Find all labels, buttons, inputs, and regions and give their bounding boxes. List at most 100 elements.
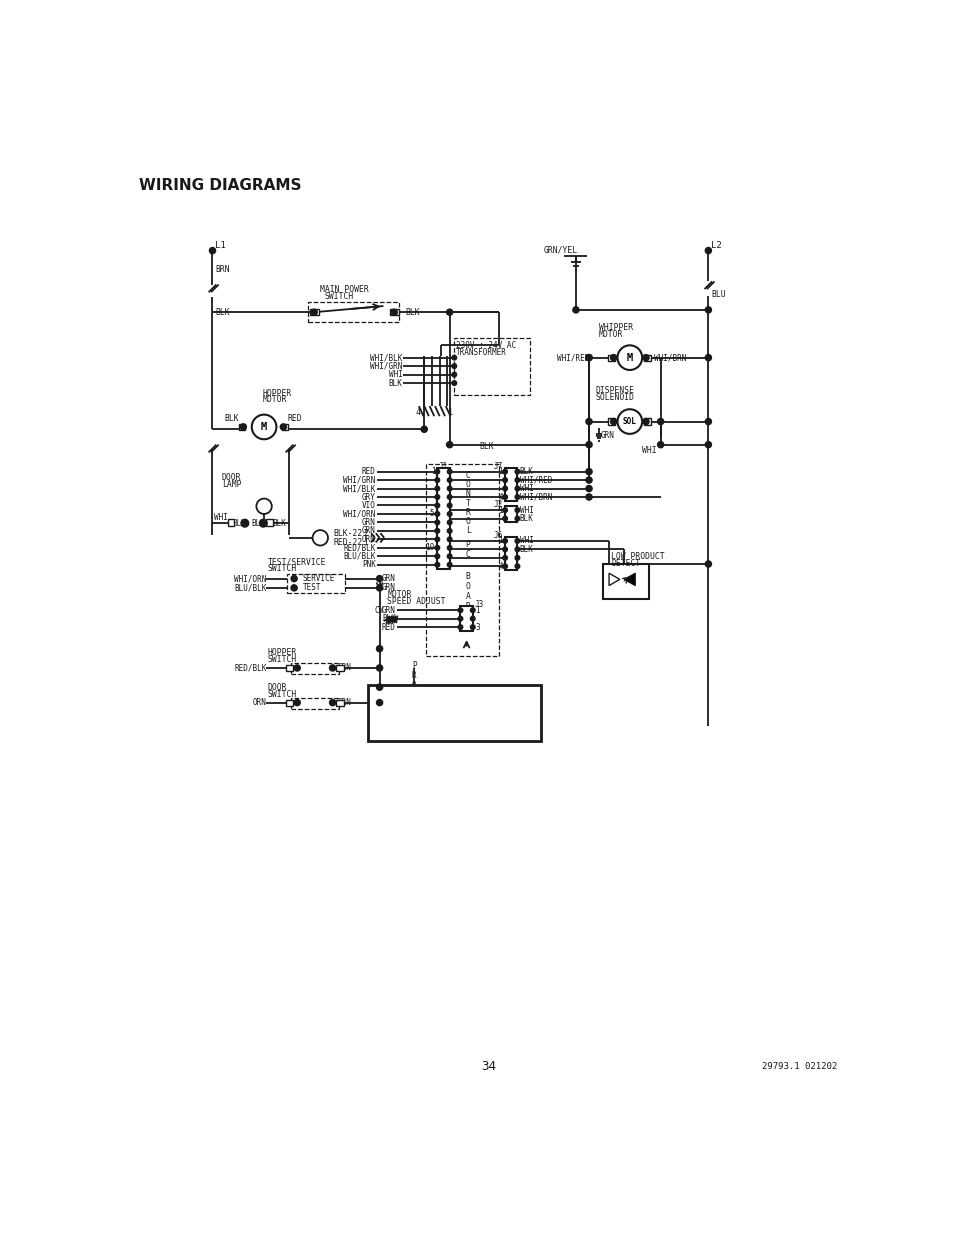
Text: J7: J7 xyxy=(493,462,502,471)
Text: B: B xyxy=(465,572,470,580)
Bar xyxy=(336,664,344,671)
Circle shape xyxy=(610,354,616,361)
Circle shape xyxy=(515,516,519,521)
Text: MOTOR: MOTOR xyxy=(262,395,287,405)
Bar xyxy=(336,699,344,705)
Text: BLK: BLK xyxy=(251,519,265,527)
Text: BLU: BLU xyxy=(711,290,725,299)
Circle shape xyxy=(704,306,711,312)
Circle shape xyxy=(585,468,592,474)
Circle shape xyxy=(446,309,453,315)
Text: WHI/GRN: WHI/GRN xyxy=(370,362,402,370)
Text: BLK: BLK xyxy=(233,519,246,527)
Text: ORN: ORN xyxy=(361,535,375,543)
Text: O: O xyxy=(412,682,416,690)
Text: LAMP: LAMP xyxy=(221,480,241,489)
Circle shape xyxy=(502,487,507,490)
Circle shape xyxy=(329,699,335,705)
Bar xyxy=(228,520,233,526)
Text: WHI/BRN: WHI/BRN xyxy=(519,493,552,501)
Circle shape xyxy=(585,419,592,425)
Bar xyxy=(308,303,398,322)
Bar xyxy=(281,424,288,430)
Circle shape xyxy=(572,306,578,312)
Circle shape xyxy=(435,529,439,534)
Circle shape xyxy=(447,562,452,567)
Text: R: R xyxy=(465,508,470,517)
Circle shape xyxy=(502,495,507,499)
Circle shape xyxy=(435,469,439,474)
Text: RED-22: RED-22 xyxy=(333,538,362,547)
Text: GRN: GRN xyxy=(361,526,375,536)
Text: SWITCH: SWITCH xyxy=(268,655,297,664)
Text: 34: 34 xyxy=(481,1060,496,1072)
Text: GRN: GRN xyxy=(336,698,351,708)
Circle shape xyxy=(515,508,519,513)
Circle shape xyxy=(446,442,453,448)
Text: E: E xyxy=(412,701,416,710)
Circle shape xyxy=(457,625,462,630)
Circle shape xyxy=(447,520,452,525)
Text: L1: L1 xyxy=(214,242,225,251)
Bar xyxy=(608,354,615,361)
Circle shape xyxy=(585,494,592,500)
Circle shape xyxy=(376,664,382,671)
Circle shape xyxy=(585,442,592,448)
Circle shape xyxy=(376,699,382,705)
Text: DOOR: DOOR xyxy=(221,473,241,482)
Text: WHI/RED: WHI/RED xyxy=(556,353,588,362)
Text: RED/BLK: RED/BLK xyxy=(343,543,375,552)
Circle shape xyxy=(294,699,300,705)
Text: BLK: BLK xyxy=(215,308,230,316)
Bar xyxy=(425,464,498,656)
Text: J1: J1 xyxy=(438,462,448,472)
Circle shape xyxy=(585,485,592,492)
Circle shape xyxy=(376,576,382,582)
Bar xyxy=(291,698,338,709)
Text: GRN: GRN xyxy=(336,663,351,672)
Circle shape xyxy=(447,503,452,508)
Circle shape xyxy=(515,478,519,483)
Text: L: L xyxy=(465,526,470,536)
Circle shape xyxy=(657,419,663,425)
Circle shape xyxy=(452,356,456,359)
Text: BLK: BLK xyxy=(225,414,239,422)
Text: 4: 4 xyxy=(416,408,420,416)
Circle shape xyxy=(502,547,507,552)
Circle shape xyxy=(447,546,452,550)
Text: J6: J6 xyxy=(493,531,502,540)
Text: TEST: TEST xyxy=(302,583,321,593)
Text: GRN: GRN xyxy=(381,605,395,615)
Text: P: P xyxy=(465,540,470,550)
Text: DETECT: DETECT xyxy=(611,558,639,568)
Text: 1: 1 xyxy=(363,538,368,547)
Circle shape xyxy=(291,576,297,582)
Text: 29793.1 021202: 29793.1 021202 xyxy=(761,1062,837,1071)
Bar xyxy=(368,685,540,741)
Text: GRN: GRN xyxy=(600,431,614,440)
Text: C: C xyxy=(465,471,470,480)
Text: SWITCH: SWITCH xyxy=(268,564,297,573)
Circle shape xyxy=(457,608,462,613)
Circle shape xyxy=(585,354,592,361)
Text: BLK: BLK xyxy=(519,514,533,524)
Text: 1: 1 xyxy=(448,408,453,416)
Text: BRN: BRN xyxy=(215,264,230,274)
Bar xyxy=(602,564,648,599)
Text: O: O xyxy=(465,480,470,489)
Circle shape xyxy=(452,364,456,368)
Text: WHI: WHI xyxy=(519,484,533,493)
Text: WHI: WHI xyxy=(641,446,656,454)
Circle shape xyxy=(376,684,382,690)
Text: HOPPER: HOPPER xyxy=(268,648,297,657)
Text: WHI: WHI xyxy=(519,505,533,515)
Bar xyxy=(644,419,651,425)
Circle shape xyxy=(435,537,439,542)
Circle shape xyxy=(515,538,519,543)
Text: DOOR: DOOR xyxy=(268,683,287,692)
Circle shape xyxy=(447,469,452,474)
Text: GRN/YEL: GRN/YEL xyxy=(543,246,578,254)
Text: M: M xyxy=(626,353,632,363)
Circle shape xyxy=(447,487,452,490)
Bar xyxy=(436,468,449,568)
